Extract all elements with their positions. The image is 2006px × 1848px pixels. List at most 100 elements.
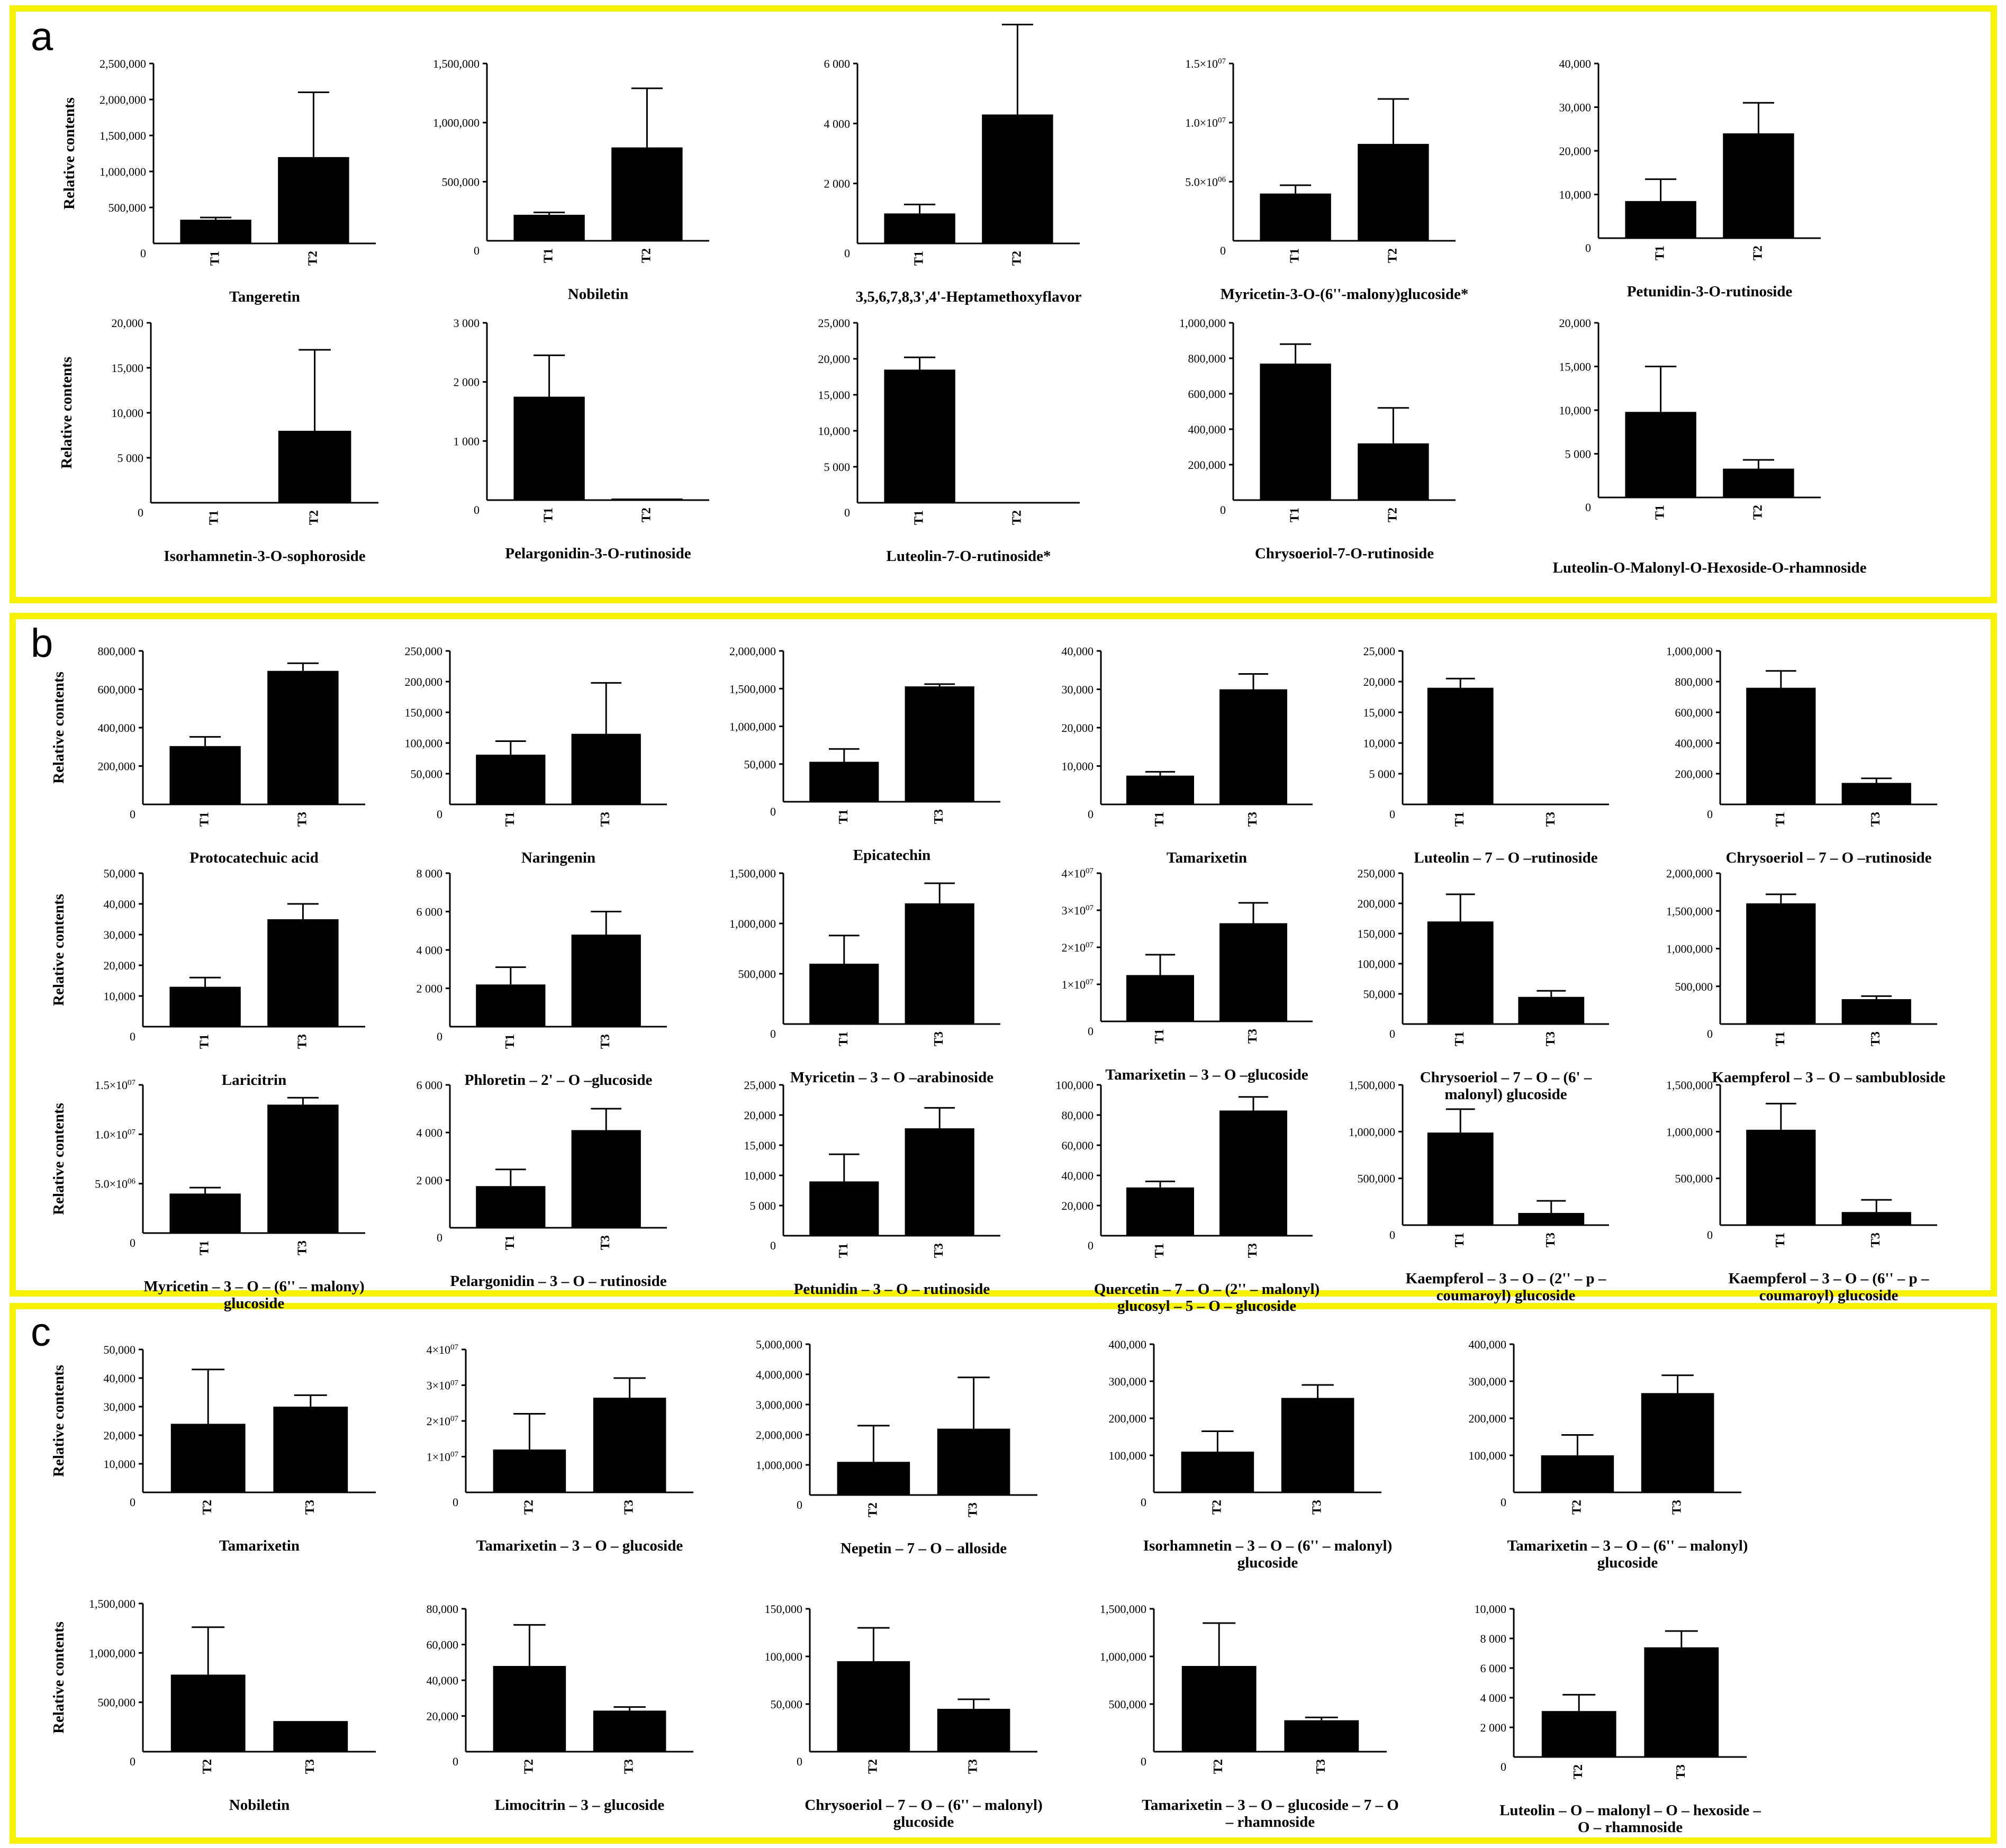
y-tick-label: 600,000 xyxy=(98,683,136,696)
bar-chart-34: 0 500,000 1,000,000 1,500,000 T2 T3 Nobiletin R… xyxy=(50,1597,397,1834)
bar-t2 xyxy=(278,431,351,503)
bar-t3 xyxy=(937,1709,1010,1752)
chart-title: Tamarixetin – 3 – O – glucoside – 7 – O –… xyxy=(1142,1797,1399,1831)
bar-chart-30: 0 1×1007 2×1007 3×1007 4×1007 T2 T3 Tamarixetin… xyxy=(427,1343,715,1574)
y-tick-label: 3 000 xyxy=(454,316,480,330)
y-tick-label: 5 000 xyxy=(1369,767,1396,781)
x-tick-label: T3 xyxy=(1869,1031,1883,1046)
y-tick-label: 500,000 xyxy=(1109,1698,1147,1711)
bar-chart-28: 0 500,000 1,000,000 1,500,000 T1 T3 Kaempferol… xyxy=(1666,1079,1958,1307)
bar-t1 xyxy=(180,220,251,243)
x-tick-label: T3 xyxy=(303,1759,317,1774)
y-tick-label: 15,000 xyxy=(1363,706,1396,719)
bar-t3 xyxy=(593,1710,666,1752)
bar-t1 xyxy=(809,762,879,802)
y-tick-label: 3×1007 xyxy=(1062,904,1094,917)
bar-t3 xyxy=(1841,999,1911,1024)
y-tick-label: 0 xyxy=(1707,1228,1713,1242)
bar-t3 xyxy=(937,1428,1010,1495)
bar-t1 xyxy=(1746,903,1816,1024)
x-tick-label: T1 xyxy=(207,510,221,525)
y-tick-label: 40,000 xyxy=(104,1372,136,1385)
y-tick-label: 400,000 xyxy=(98,721,136,735)
chart-title: Luteolin-7-O-rutinoside* xyxy=(887,548,1051,565)
bar-t3 xyxy=(1644,1647,1719,1757)
y-tick-label: 1,500,000 xyxy=(100,129,146,142)
y-tick-label: 1,000,000 xyxy=(1100,1650,1146,1663)
chart-title: Tamarixetin xyxy=(1167,849,1247,866)
y-tick-label: 1.0×1007 xyxy=(95,1128,135,1141)
bar-t1 xyxy=(1126,775,1194,804)
y-tick-label: 50,000 xyxy=(104,867,136,880)
chart-svg: 0 500,000 1,000,000 1,500,000 2,000,000 T1 T3 K… xyxy=(1666,867,1946,1086)
y-tick-label: 6 000 xyxy=(417,905,443,919)
chart-title: Naringenin xyxy=(521,849,595,866)
bar-chart-2: 0 500,000 1,000,000 1,500,000 T1 T2 Nobiletin xyxy=(433,57,730,323)
y-tick-label: 0 xyxy=(770,1027,776,1040)
y-tick-label: 400,000 xyxy=(1675,737,1713,750)
bar-t3 xyxy=(1281,1398,1354,1492)
x-tick-label: T1 xyxy=(1453,1031,1467,1046)
bar-chart-16: 0 200,000 400,000 600,000 800,000 1,000,000 T1… xyxy=(1666,645,1958,886)
bar-t2 xyxy=(1723,133,1794,238)
bar-chart-5: 0 10,000 20,000 30,000 40,000 T1 T2 Petunidin-3… xyxy=(1559,57,1842,320)
y-tick-label: 2 000 xyxy=(454,376,480,389)
y-tick-label: 500,000 xyxy=(1675,980,1713,993)
bar-t3 xyxy=(571,1130,641,1228)
y-tick-label: 5 000 xyxy=(750,1199,776,1212)
bar-chart-15: 0 5 000 10,000 15,000 20,000 25,000 T1 T3 Luteol… xyxy=(1363,645,1630,886)
x-tick-label: T3 xyxy=(1246,1029,1260,1044)
bar-t1 xyxy=(169,1193,241,1233)
y-tick-label: 100,000 xyxy=(405,737,443,750)
y-tick-label: 300,000 xyxy=(1109,1375,1147,1388)
x-tick-label: T3 xyxy=(1670,1500,1684,1515)
x-tick-label: T1 xyxy=(912,251,926,266)
y-tick-label: 1,000,000 xyxy=(1349,1125,1395,1138)
y-tick-label: 30,000 xyxy=(104,1400,136,1414)
chart-svg: 0 2 000 4 000 6 000 8 000 T1 T3 Phloretin – 2' … xyxy=(417,867,667,1089)
x-tick-label: T1 xyxy=(837,809,851,824)
y-tick-label: 0 xyxy=(130,1755,135,1768)
bar-chart-1: 0 500,000 1,000,000 1,500,000 2,000,000 2,500… xyxy=(61,57,397,325)
x-tick-label: T1 xyxy=(198,812,212,827)
y-tick-label: 0 xyxy=(130,1030,135,1043)
panel-a: a xyxy=(10,5,1997,603)
y-axis-label: Relative contents xyxy=(50,1621,67,1734)
y-tick-label: 10,000 xyxy=(818,424,851,438)
y-tick-label: 20,000 xyxy=(104,959,136,972)
y-tick-label: 0 xyxy=(797,1755,802,1768)
bar-t1 xyxy=(1746,687,1816,804)
panel-label-a: a xyxy=(31,14,53,59)
y-axis-label: Relative contents xyxy=(61,97,78,210)
y-tick-label: 0 xyxy=(474,244,480,257)
bar-chart-20: 0 1×1007 2×1007 3×1007 4×1007 T1 T3 Tamarixetin… xyxy=(1062,867,1334,1103)
y-tick-label: 2,000,000 xyxy=(100,93,146,106)
y-tick-label: 1,000,000 xyxy=(1179,316,1226,330)
y-tick-label: 400,000 xyxy=(1188,423,1226,436)
bar-t3 xyxy=(1219,689,1287,804)
y-tick-label: 40,000 xyxy=(1062,645,1094,658)
y-tick-label: 0 xyxy=(1389,1228,1395,1242)
y-tick-label: 0 xyxy=(437,808,442,821)
bar-t2 xyxy=(1181,1452,1254,1492)
x-tick-label: T1 xyxy=(1453,1233,1467,1247)
x-tick-label: T2 xyxy=(201,1759,214,1774)
y-tick-label: 250,000 xyxy=(1358,867,1396,880)
chart-title: Luteolin-O-Malonyl-O-Hexoside-O-rhamnosi… xyxy=(1553,559,1867,576)
y-tick-label: 0 xyxy=(1585,501,1591,514)
y-tick-label: 0 xyxy=(1389,808,1395,821)
y-tick-label: 80,000 xyxy=(427,1602,459,1616)
chart-title: Myricetin-3-O-(6''-malony)glucoside* xyxy=(1221,286,1469,303)
bar-t2 xyxy=(837,1661,910,1752)
chart-svg: 0 50,000 100,000 150,000 T2 T3 Chrysoeriol – 7… xyxy=(765,1602,1043,1831)
bar-t3 xyxy=(1219,923,1287,1021)
x-tick-label: T2 xyxy=(1571,1764,1585,1779)
bar-t3 xyxy=(1219,1110,1287,1236)
y-tick-label: 1×1007 xyxy=(1062,978,1094,991)
x-tick-label: T3 xyxy=(1869,812,1883,827)
x-tick-label: T2 xyxy=(1010,510,1024,525)
x-tick-label: T2 xyxy=(1751,246,1765,260)
y-tick-label: 10,000 xyxy=(744,1169,776,1182)
x-tick-label: T3 xyxy=(622,1759,636,1774)
x-tick-label: T1 xyxy=(1288,248,1302,263)
